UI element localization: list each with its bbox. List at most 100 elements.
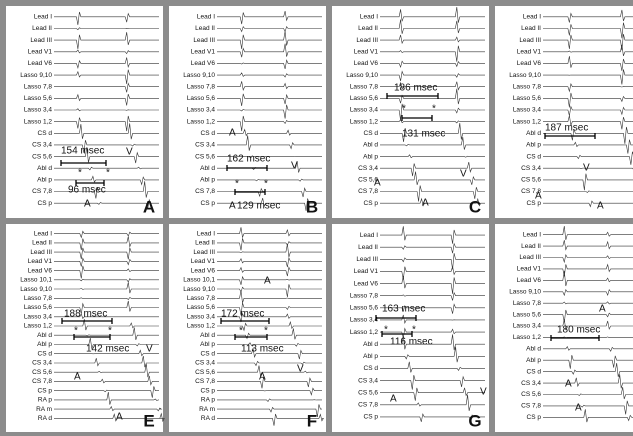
panel-letter: F — [307, 411, 317, 430]
lead-label: Abl p — [200, 177, 215, 184]
lead-label: Lead I — [523, 14, 541, 21]
lead-label: Lasso 10,1 — [20, 277, 52, 284]
lead-label: Lasso 7,8 — [24, 83, 53, 90]
lead-label: Lead V6 — [517, 277, 542, 284]
lead-label: Lasso 7,8 — [187, 295, 216, 302]
lead-label: Lead V1 — [191, 48, 216, 55]
annotation: 186 msec — [394, 83, 437, 94]
annotation: A — [575, 403, 582, 414]
lead-label: Abl d — [363, 341, 378, 348]
annotation: 162 msec — [227, 154, 270, 165]
lead-label: CS 3,4 — [521, 380, 541, 387]
lead-label: CS p — [364, 414, 379, 421]
lead-label: Lead V6 — [191, 60, 216, 67]
lead-label: Lead II — [32, 25, 52, 32]
lead-label: CS 7,8 — [521, 403, 541, 410]
lead-label: Lasso 3,4 — [350, 317, 379, 324]
lead-label: Lead I — [197, 14, 215, 21]
lead-label: CS d — [527, 368, 542, 375]
lead-label: Abl d — [526, 130, 541, 137]
lead-label: CS d — [364, 130, 379, 137]
annotation: 96 msec — [68, 185, 106, 196]
lead-label: Lead III — [30, 249, 52, 256]
lead-label: CS 3,4 — [521, 165, 541, 172]
annotation: * — [78, 168, 82, 179]
lead-label: CS 7,8 — [32, 378, 52, 385]
lead-label: CS 5,6 — [195, 153, 215, 160]
lead-label: Lead V6 — [191, 267, 216, 274]
lead-label: Lead V6 — [28, 60, 53, 67]
lead-label: Lasso 7,8 — [187, 83, 216, 90]
annotation: * — [264, 179, 268, 190]
annotation: A — [565, 379, 572, 390]
panel: Lead ILead IILead IIILead V1Lead V6Lasso… — [6, 224, 164, 432]
annotation: 129 msec — [237, 201, 280, 212]
annotation: V — [291, 161, 298, 172]
lead-label: Abl d — [37, 165, 52, 172]
lead-label: Lead III — [30, 37, 52, 44]
lead-label: CS d — [38, 130, 53, 137]
annotation: * — [235, 179, 239, 190]
lead-label: Lasso 1,2 — [187, 323, 216, 330]
lead-label: RA p — [38, 397, 52, 404]
lead-label: Lead III — [193, 37, 215, 44]
lead-label: Lead V1 — [28, 258, 53, 265]
panel-letter: E — [143, 411, 154, 430]
annotation: V — [126, 147, 133, 158]
lead-label: CS 5,6 — [32, 153, 52, 160]
lead-label: Lead II — [195, 25, 215, 32]
lead-label: Abl d — [526, 346, 541, 353]
lead-label: RA m — [199, 406, 215, 413]
lead-label: Lead I — [34, 230, 52, 237]
lead-label: Lasso 1,2 — [350, 118, 379, 125]
annotation: V — [480, 387, 487, 398]
lead-label: CS 7,8 — [358, 402, 378, 409]
annotation: A — [374, 178, 381, 189]
lead-label: Lasso 7,8 — [350, 83, 379, 90]
lead-label: Abl d — [363, 142, 378, 149]
lead-label: Lead V1 — [517, 266, 542, 273]
annotation: A — [390, 394, 397, 405]
lead-label: Lasso 5,6 — [513, 95, 542, 102]
lead-label: CS 3,4 — [358, 165, 378, 172]
lead-label: Lead V6 — [28, 267, 53, 274]
lead-label: Lead II — [521, 25, 541, 32]
annotation: A — [84, 199, 91, 210]
annotation: 113 msec — [241, 344, 284, 355]
lead-label: Lasso 3,4 — [24, 313, 53, 320]
annotation: V — [583, 163, 590, 174]
lead-label: Lead I — [34, 14, 52, 21]
lead-label: Lasso 9,10 — [20, 72, 52, 79]
lead-label: Lasso 1,2 — [24, 323, 53, 330]
lead-label: Lasso 10,1 — [183, 277, 215, 284]
lead-label: Abl d — [200, 332, 215, 339]
lead-label: CS p — [38, 200, 53, 207]
lead-label: CS 3,4 — [358, 377, 378, 384]
lead-label: CS 5,6 — [521, 177, 541, 184]
lead-label: CS 5,6 — [358, 389, 378, 396]
lead-label: Lead I — [360, 232, 378, 239]
lead-label: Lead V1 — [191, 258, 216, 265]
lead-label: Lasso 3,4 — [513, 323, 542, 330]
annotation: A — [229, 201, 236, 212]
panel-letter: A — [143, 197, 155, 216]
annotation: A — [74, 372, 81, 383]
panel: Lead ILead IILead IIILead V1Lead V6Lasso… — [495, 224, 633, 432]
lead-label: Abl p — [37, 341, 52, 348]
panel: Lead ILead IILead IIILead V1Lead V6Lasso… — [6, 6, 163, 218]
annotation: A — [599, 304, 606, 315]
lead-label: CS d — [527, 153, 542, 160]
lead-label: CS d — [201, 350, 216, 357]
annotation: A — [116, 412, 123, 423]
lead-label: CS 5,6 — [195, 369, 215, 376]
lead-label: Lasso 9,10 — [183, 286, 215, 293]
lead-label: Lasso 3,4 — [24, 107, 53, 114]
annotation: A — [535, 191, 542, 202]
lead-label: Lead V1 — [517, 48, 542, 55]
lead-label: CS 3,4 — [195, 360, 215, 367]
lead-label: CS p — [201, 200, 216, 207]
lead-label: Lasso 3,4 — [350, 107, 379, 114]
panel: Lead ILead IILead IIILead V1Lead V6Lasso… — [332, 224, 489, 432]
annotation: 180 msec — [557, 325, 600, 336]
